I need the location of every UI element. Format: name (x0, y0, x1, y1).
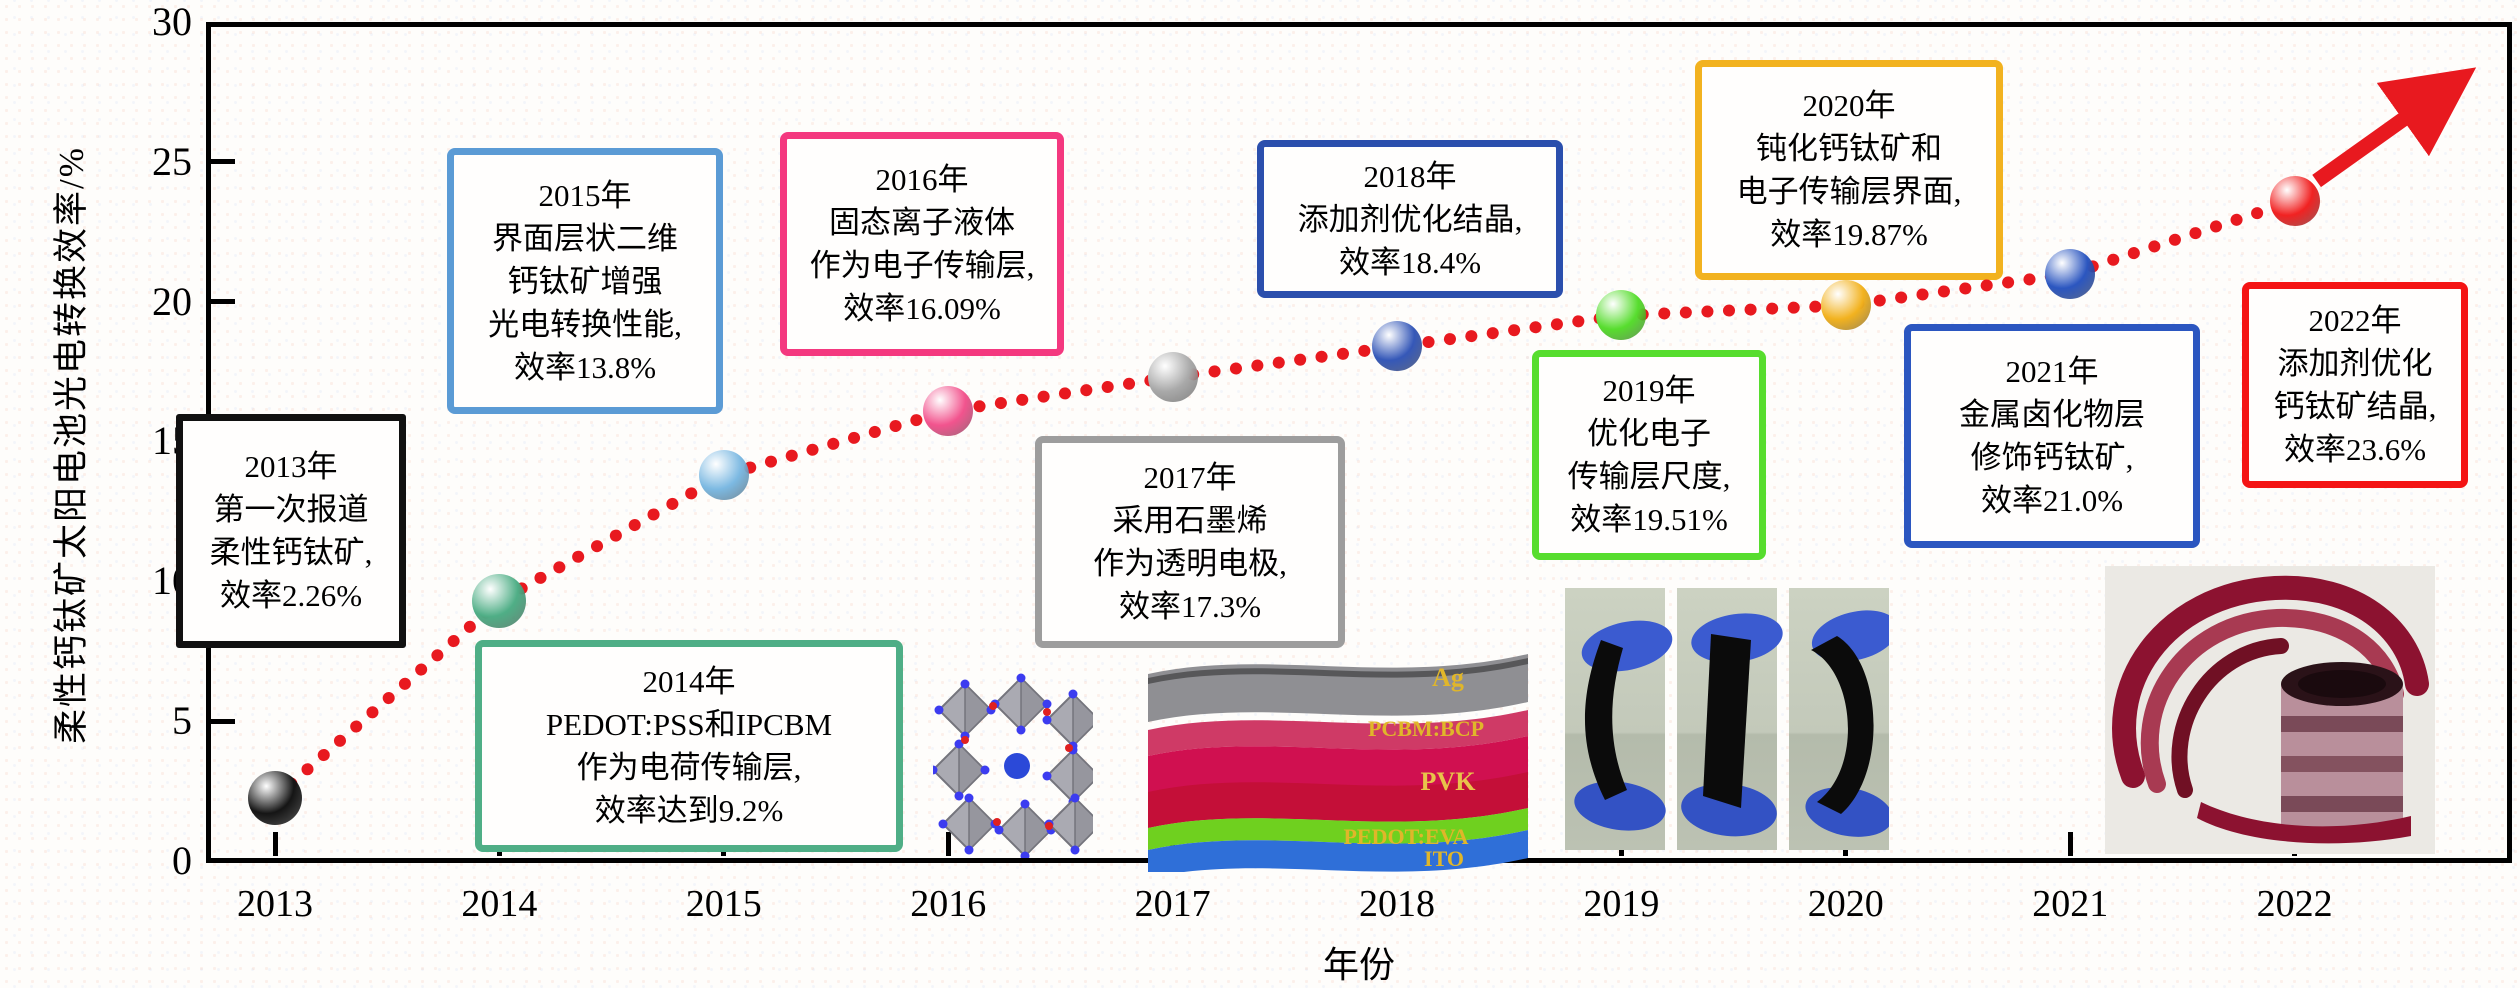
data-point-2013 (248, 770, 302, 825)
rolled-cylinder (2281, 662, 2403, 836)
x-tick-label-2020: 2020 (1807, 883, 1884, 925)
x-tick (272, 832, 278, 856)
annotation-2022-year: 2022年 (2308, 303, 2402, 338)
y-tick-label: 25 (152, 138, 192, 184)
annotation-2021-year: 2021年 (2005, 354, 2099, 389)
annotation-2014-text: PEDOT:PSS和IPCBM 作为电荷传输层, 效率达到9.2% (545, 707, 833, 828)
rolled-module-photo-image (2105, 566, 2435, 854)
annotation-2020: 2020年 钝化钙钛矿和 电子传输层界面, 效率19.87% (1695, 60, 2003, 280)
x-tick (945, 832, 951, 856)
pedot-eva-label: PEDOT:EVA (1343, 824, 1468, 849)
x-tick-label-2013: 2013 (237, 883, 313, 925)
data-point-2021 (2045, 248, 2096, 299)
annotation-2018-year: 2018年 (1363, 158, 1457, 194)
x-tick-label-2014: 2014 (461, 883, 538, 925)
data-point-2020 (1820, 280, 1871, 331)
annotation-2013: 2013年 第一次报道 柔性钙钛矿, 效率2.26% (176, 414, 406, 648)
device-layer-stack-image: Ag PCBM:BCP PVK PEDOT:EVA ITO (1148, 654, 1528, 872)
bending-photos-image (1565, 588, 1889, 850)
data-point-2016 (923, 386, 974, 436)
annotation-2019-text: 优化电子 传输层尺度, 效率19.51% (1567, 416, 1731, 537)
pcbm-bcp-label: PCBM:BCP (1368, 716, 1484, 741)
annotation-2016: 2016年 固态离子液体 作为电子传输层, 效率16.09% (780, 132, 1064, 356)
x-tick-label-2016: 2016 (910, 883, 987, 925)
annotation-2015-year: 2015年 (538, 177, 632, 213)
central-cation-atom (1004, 753, 1030, 779)
data-point-2022 (2269, 175, 2320, 226)
y-tick (211, 299, 235, 305)
annotation-2018: 2018年 添加剂优化结晶, 效率18.4% (1257, 140, 1563, 298)
annotation-2020-text: 钝化钙钛矿和 电子传输层界面, 效率19.87% (1736, 131, 1962, 252)
annotation-2015-text: 界面层状二维 钙钛矿增强 光电转换性能, 效率13.8% (488, 220, 682, 385)
x-tick-label-2018: 2018 (1359, 883, 1435, 925)
annotation-2017: 2017年 采用石墨烯 作为透明电极, 效率17.3% (1035, 436, 1345, 648)
y-tick-label: 30 (152, 0, 192, 44)
x-tick-label-2021: 2021 (2032, 883, 2109, 925)
annotation-2013-text: 第一次报道 柔性钙钛矿, 效率2.26% (209, 492, 373, 613)
annotation-2017-year: 2017年 (1143, 460, 1237, 495)
annotation-2018-text: 添加剂优化结晶, 效率18.4% (1297, 201, 1523, 280)
perovskite-crystal-structure-image (933, 672, 1093, 858)
data-point-2017 (1147, 352, 1198, 403)
annotation-2021: 2021年 金属卤化物层 修饰钙钛矿, 效率21.0% (1904, 324, 2200, 548)
annotation-2013-year: 2013年 (244, 449, 338, 484)
annotation-2022-text: 添加剂优化 钙钛矿结晶, 效率23.6% (2273, 346, 2437, 467)
annotation-2022: 2022年 添加剂优化 钙钛矿结晶, 效率23.6% (2242, 282, 2468, 488)
annotation-2020-year: 2020年 (1802, 88, 1896, 123)
annotation-2014-year: 2014年 (642, 664, 736, 699)
y-tick-label: 20 (152, 278, 192, 324)
annotation-2016-year: 2016年 (875, 162, 969, 197)
bend-photo-1 (1565, 588, 1673, 850)
y-tick (211, 718, 235, 724)
x-tick-label-2022: 2022 (2256, 883, 2333, 925)
annotation-2017-text: 采用石墨烯 作为透明电极, 效率17.3% (1093, 503, 1287, 624)
bend-photo-2 (1677, 588, 1783, 850)
y-tick-label: 5 (172, 698, 192, 744)
annotation-2019: 2019年 优化电子 传输层尺度, 效率19.51% (1532, 350, 1766, 560)
annotation-2015: 2015年 界面层状二维 钙钛矿增强 光电转换性能, 效率13.8% (447, 148, 723, 414)
data-point-2015 (698, 450, 749, 501)
x-tick-label-2015: 2015 (685, 883, 762, 925)
data-point-2014 (472, 573, 527, 628)
pedot-eva-layer (1148, 808, 1528, 850)
x-tick-label-2019: 2019 (1583, 883, 1660, 925)
x-axis-title: 年份 (1322, 945, 1395, 985)
pvk-label: PVK (1421, 767, 1477, 796)
y-axis-title: 柔性钙钛矿太阳电池光电转换效率/% (52, 146, 91, 744)
y-tick (211, 159, 235, 165)
annotation-2021-text: 金属卤化物层 修饰钙钛矿, 效率21.0% (1959, 397, 2145, 518)
annotation-2019-year: 2019年 (1602, 373, 1696, 408)
ag-label: Ag (1432, 663, 1464, 692)
annotation-2014: 2014年 PEDOT:PSS和IPCBM 作为电荷传输层, 效率达到9.2% (475, 640, 903, 852)
ito-layer (1148, 830, 1528, 872)
y-tick-label: 0 (172, 838, 192, 883)
x-tick (2067, 832, 2073, 856)
bend-photo-3 (1789, 588, 1889, 850)
ito-label: ITO (1424, 846, 1464, 871)
x-tick-label-2017: 2017 (1134, 883, 1211, 925)
ag-layer (1148, 654, 1528, 722)
annotation-2016-text: 固态离子液体 作为电子传输层, 效率16.09% (809, 205, 1035, 326)
